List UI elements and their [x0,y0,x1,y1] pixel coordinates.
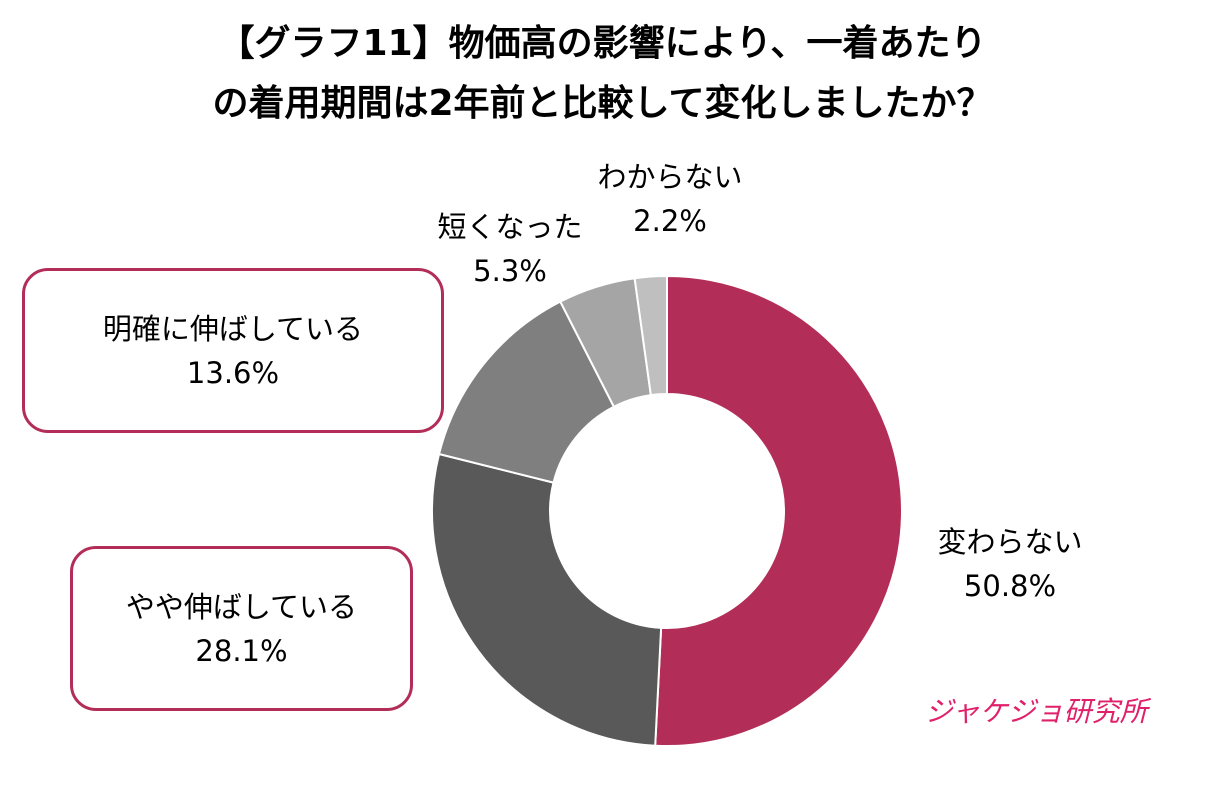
slice-label: わからない [597,160,743,194]
slice-label: 明確に伸ばしている [102,311,364,346]
slice-label: やや伸ばしている [125,589,358,624]
slice-label: 短くなった [437,210,583,244]
title-line-2: の着用期間は2年前と比較して変化しましたか？ [212,83,993,124]
donut-slice-4 [633,274,668,397]
chart-title: 【グラフ11】物価高の影響により、一着あたり の着用期間は2年前と比較して変化し… [0,14,1205,134]
slice-value: 5.3% [473,254,547,288]
label-slightly-extended: やや伸ばしている 28.1% [70,546,413,711]
label-shorter: 短くなった 5.3% [405,205,615,293]
logo: ジャケジョ研究所 [925,695,1148,728]
label-unknown: わからない 2.2% [565,155,775,243]
label-clearly-extended: 明確に伸ばしている 13.6% [22,268,444,433]
donut-slice-1 [431,452,663,747]
slice-value: 2.2% [633,204,707,238]
label-unchanged: 変わらない 50.8% [930,520,1090,608]
slice-value: 13.6% [186,355,280,390]
donut-slice-0 [654,274,904,747]
slice-label: 変わらない [937,525,1083,559]
slice-value: 28.1% [195,633,288,668]
slice-value: 50.8% [963,569,1057,603]
title-line-1: 【グラフ11】物価高の影響により、一着あたり [218,23,987,64]
